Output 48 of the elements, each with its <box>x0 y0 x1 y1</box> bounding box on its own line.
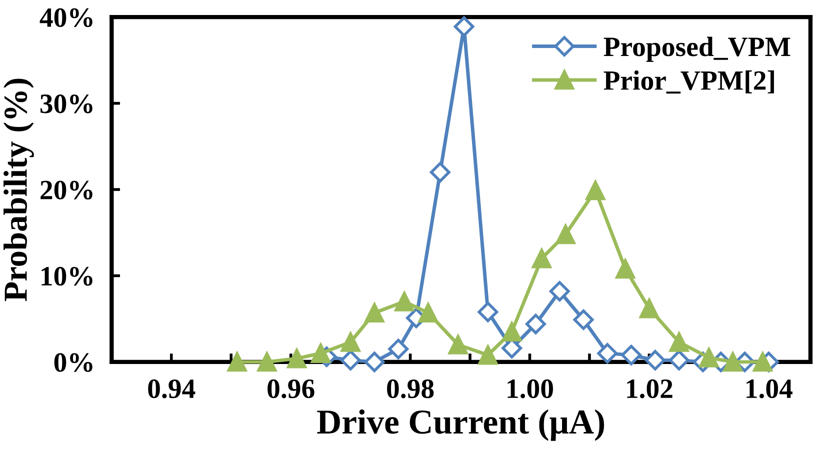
x-tick-label: 0.96 <box>268 379 314 398</box>
y-tick-label: 0% <box>54 353 92 372</box>
x-axis-title: Drive Current (μA) <box>317 409 604 441</box>
point <box>532 248 552 268</box>
point <box>310 344 330 364</box>
point <box>287 348 307 368</box>
point <box>364 303 384 323</box>
point <box>454 16 474 37</box>
point <box>668 350 690 370</box>
point <box>448 334 468 354</box>
point <box>364 352 385 372</box>
x-tick-label: 0.98 <box>387 379 434 398</box>
y-tick-label: 40% <box>40 8 92 28</box>
y-tick-label: 10% <box>42 266 92 286</box>
x-tick-label: 0.94 <box>148 379 196 398</box>
point <box>525 314 546 334</box>
point <box>394 292 414 312</box>
y-tick-label: 30% <box>40 94 92 114</box>
point <box>418 303 438 323</box>
point <box>430 162 450 183</box>
point <box>639 298 659 318</box>
point <box>669 332 689 352</box>
point <box>586 180 606 200</box>
point <box>573 309 594 330</box>
point <box>340 332 360 352</box>
legend-label: Proposed_VPM <box>604 36 790 62</box>
point <box>644 350 666 370</box>
y-tick-label: 20% <box>40 180 92 200</box>
x-tick-label: 1.04 <box>746 379 792 398</box>
point <box>227 352 247 372</box>
point <box>478 345 498 365</box>
point <box>752 352 772 372</box>
point <box>388 338 409 360</box>
point <box>549 281 570 302</box>
point <box>699 348 719 368</box>
y-axis-title: Probability (%) <box>4 78 34 302</box>
point <box>723 352 743 372</box>
point <box>502 322 522 342</box>
point <box>478 302 498 322</box>
legend-label: Prior_VPM[2] <box>604 70 774 94</box>
point <box>257 352 277 372</box>
x-tick-label: 1.00 <box>508 379 553 398</box>
point <box>556 224 576 244</box>
point <box>597 343 618 364</box>
x-tick-label: 1.02 <box>627 379 672 398</box>
point <box>616 259 636 279</box>
point <box>340 350 361 370</box>
point <box>621 344 642 366</box>
